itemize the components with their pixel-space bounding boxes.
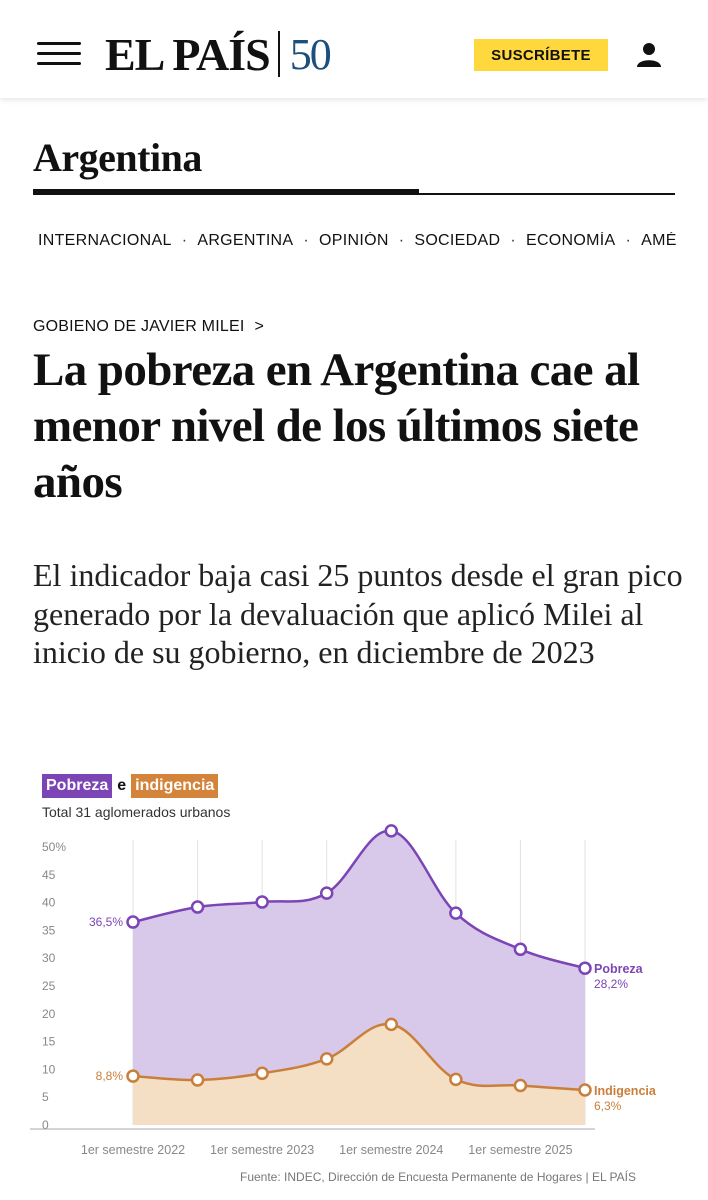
chart-subtitle: Total 31 aglomerados urbanos	[42, 804, 231, 820]
series-end-label: 28,2%	[594, 977, 628, 991]
y-tick-label: 10	[42, 1062, 56, 1076]
y-tick-label: 50%	[42, 840, 66, 854]
subscribe-button[interactable]: SUSCRÍBETE	[474, 39, 608, 71]
nav-separator: ·	[181, 232, 188, 249]
chart-title-indigencia: indigencia	[131, 774, 219, 798]
user-account-icon[interactable]	[634, 40, 664, 70]
data-point	[126, 1069, 140, 1083]
nav-item-economia[interactable]: ECONOMÍA	[525, 232, 616, 249]
data-point	[255, 895, 269, 909]
data-point	[190, 900, 205, 914]
article-standfirst: El indicador baja casi 25 puntos desde e…	[33, 557, 683, 670]
anniversary-50-logo: 50	[289, 29, 332, 79]
data-point	[578, 1083, 592, 1097]
data-point	[384, 824, 399, 838]
series-area-indigencia	[133, 1024, 585, 1125]
y-tick-label: 25	[42, 979, 56, 993]
data-point	[255, 1066, 269, 1081]
data-point	[513, 942, 528, 957]
series-name-label: Indigencia	[594, 1084, 657, 1098]
nav-separator: ·	[398, 232, 405, 249]
nav-item-opinion[interactable]: OPINIÓN	[319, 232, 389, 249]
data-point	[449, 906, 463, 920]
nav-item-argentina[interactable]: ARGENTINA	[197, 232, 294, 249]
data-point	[384, 1017, 399, 1032]
data-point	[319, 886, 334, 900]
data-point	[126, 915, 140, 929]
top-bar: EL PAÍS 50 SUSCRÍBETE	[0, 0, 708, 98]
logo-divider	[277, 31, 280, 77]
data-point	[319, 1052, 334, 1066]
y-tick-label: 20	[42, 1007, 56, 1021]
kicker-label: GOBIENO DE JAVIER MILEI	[33, 318, 245, 335]
nav-separator: ·	[625, 232, 632, 249]
y-tick-label: 5	[42, 1090, 49, 1104]
series-name-label: Pobreza	[594, 962, 644, 976]
x-tick-label: 1er semestre 2023	[210, 1143, 314, 1157]
section-nav: INTERNACIONAL · ARGENTINA · OPINIÓN · SOCIEDAD…	[38, 232, 678, 256]
article-headline: La pobreza en Argentina cae al menor niv…	[33, 344, 640, 508]
y-tick-label: 30	[42, 951, 56, 965]
chart-title: Pobreza e indigencia	[42, 774, 219, 798]
y-tick-label: 35	[42, 923, 56, 937]
series-start-label: 8,8%	[96, 1069, 124, 1083]
chart-source: Fuente: INDEC, Dirección de Encuesta Per…	[240, 1170, 636, 1184]
nav-separator: ·	[303, 232, 310, 249]
x-tick-label: 1er semestre 2022	[81, 1143, 185, 1157]
chart-title-pobreza: Pobreza	[42, 774, 113, 798]
y-tick-label: 40	[42, 896, 56, 910]
y-tick-label: 15	[42, 1035, 56, 1049]
section-title[interactable]: Argentina	[33, 135, 202, 180]
series-end-label: 6,3%	[594, 1099, 622, 1113]
x-tick-label: 1er semestre 2024	[339, 1143, 443, 1157]
nav-item-america[interactable]: AMÉ	[641, 232, 677, 249]
x-tick-label: 1er semestre 2025	[468, 1143, 572, 1157]
data-point	[190, 1073, 205, 1087]
series-start-label: 36,5%	[89, 915, 123, 929]
nav-item-sociedad[interactable]: SOCIEDAD	[414, 232, 501, 249]
y-tick-label: 45	[42, 868, 56, 882]
poverty-chart: 50% 45 40 35 30 25 20 15 10 5 0 36,5% Pobreza 28,2% 8,…	[30, 770, 678, 1195]
chevron-right-icon: >	[254, 318, 265, 335]
data-point	[578, 961, 592, 975]
logo-text: EL PAÍS	[105, 28, 271, 80]
hamburger-menu-icon[interactable]	[37, 40, 81, 68]
data-point	[513, 1078, 528, 1093]
series-line-indigencia	[132, 1022, 586, 1092]
chart-title-connector: e	[117, 777, 127, 794]
article-kicker-link[interactable]: GOBIENO DE JAVIER MILEI >	[33, 318, 264, 336]
section-divider-accent	[33, 189, 419, 195]
series-line-pobreza	[132, 829, 586, 970]
nav-separator: ·	[510, 232, 516, 249]
nav-item-internacional[interactable]: INTERNACIONAL	[38, 232, 172, 249]
el-pais-logo[interactable]: EL PAÍS 50	[105, 28, 332, 80]
y-tick-label: 0	[42, 1118, 49, 1132]
data-point	[449, 1072, 463, 1087]
